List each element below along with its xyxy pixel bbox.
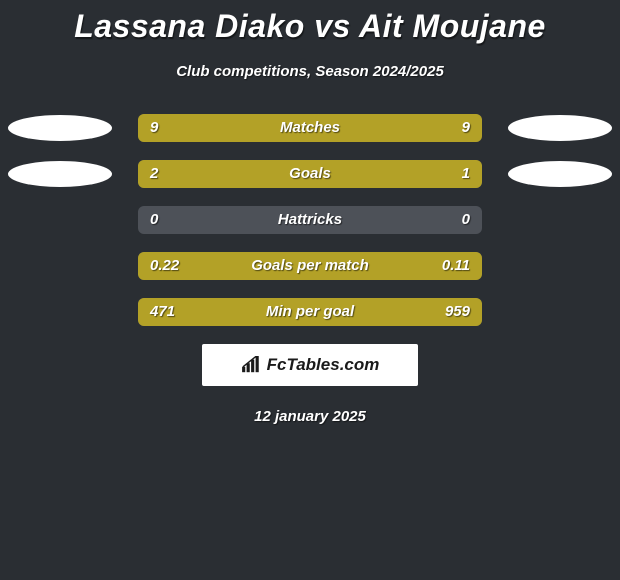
stat-label: Min per goal: [138, 298, 482, 326]
right-value: 0.11: [442, 252, 470, 280]
player-left-marker: [8, 115, 112, 141]
comparison-bar: 471Min per goal959: [138, 298, 482, 326]
comparison-bar: 0Hattricks0: [138, 206, 482, 234]
player-right-marker: [508, 161, 612, 187]
page-title: Lassana Diako vs Ait Moujane: [0, 0, 620, 45]
stat-row: 0.22Goals per match0.11: [0, 252, 620, 280]
logo-text: FcTables.com: [267, 355, 380, 375]
right-value: 0: [462, 206, 470, 234]
stat-label: Hattricks: [138, 206, 482, 234]
stat-row: 471Min per goal959: [0, 298, 620, 326]
stats-comparison-card: Lassana Diako vs Ait Moujane Club compet…: [0, 0, 620, 580]
comparison-bar: 2Goals1: [138, 160, 482, 188]
bar-chart-icon: [241, 356, 263, 374]
player-right-marker: [508, 115, 612, 141]
right-value: 1: [462, 160, 470, 188]
right-value: 959: [445, 298, 470, 326]
player-left-marker: [8, 161, 112, 187]
comparison-bar: 0.22Goals per match0.11: [138, 252, 482, 280]
stat-row: 0Hattricks0: [0, 206, 620, 234]
comparison-bar: 9Matches9: [138, 114, 482, 142]
stat-row: 9Matches9: [0, 114, 620, 142]
stat-label: Matches: [138, 114, 482, 142]
stat-rows: 9Matches9 2Goals1 0Hattricks0 0.22Goals per…: [0, 114, 620, 326]
right-value: 9: [462, 114, 470, 142]
stat-label: Goals per match: [138, 252, 482, 280]
stat-row: 2Goals1: [0, 160, 620, 188]
subtitle: Club competitions, Season 2024/2025: [0, 63, 620, 80]
stat-label: Goals: [138, 160, 482, 188]
source-logo[interactable]: FcTables.com: [202, 344, 418, 386]
snapshot-date: 12 january 2025: [0, 408, 620, 425]
